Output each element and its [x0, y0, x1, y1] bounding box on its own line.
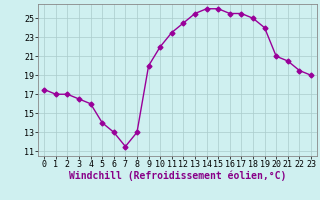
X-axis label: Windchill (Refroidissement éolien,°C): Windchill (Refroidissement éolien,°C) — [69, 171, 286, 181]
